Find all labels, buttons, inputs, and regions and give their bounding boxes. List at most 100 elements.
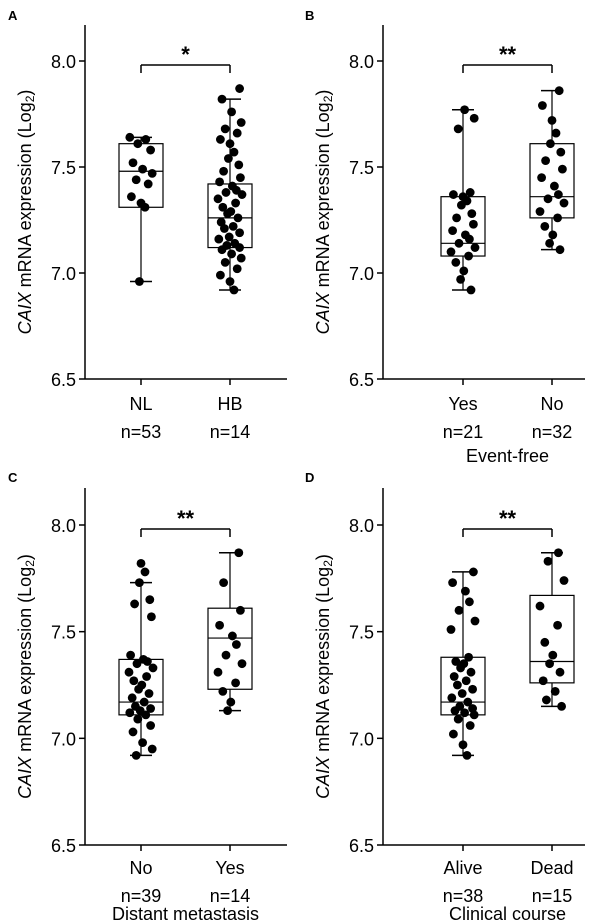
data-point <box>148 663 158 673</box>
data-point <box>233 213 243 223</box>
data-point <box>461 586 470 596</box>
data-point <box>141 710 151 720</box>
y-tick-label: 8.0 <box>51 516 76 536</box>
data-point <box>548 650 558 660</box>
data-point <box>147 744 157 754</box>
data-point <box>142 672 152 681</box>
data-point <box>229 285 239 295</box>
y-axis-label-gene: CAIX <box>15 291 35 334</box>
data-point <box>452 213 461 223</box>
y-tick-label: 7.5 <box>51 623 76 643</box>
data-point <box>545 659 554 669</box>
data-point <box>217 94 227 104</box>
data-point <box>538 101 547 110</box>
data-point <box>554 548 563 558</box>
data-point <box>229 147 239 157</box>
y-axis-label-text: mRNA expression (Log <box>313 567 333 757</box>
data-point <box>446 625 456 634</box>
data-point <box>545 238 554 248</box>
data-point <box>138 164 148 174</box>
panel-label: A <box>8 8 18 23</box>
significance-marker: ** <box>177 506 195 531</box>
data-point <box>470 243 480 252</box>
y-axis-label: CAIX mRNA expression (Log2) <box>15 90 37 335</box>
data-point <box>558 164 567 174</box>
panel-d: D CAIX mRNA expression (Log2) 6.5 7.0 7.5 8.0… <box>305 470 585 924</box>
data-point <box>457 689 467 698</box>
data-point <box>140 202 150 212</box>
y-axis-label-text: mRNA expression (Log <box>15 102 35 292</box>
data-point <box>131 751 141 760</box>
x-tick-label: Alive <box>443 858 482 878</box>
n-label: n=14 <box>210 422 251 442</box>
data-point <box>147 612 156 622</box>
y-tick-label: 8.0 <box>51 52 76 72</box>
x-tick-label: NL <box>129 394 152 414</box>
data-point <box>214 234 224 244</box>
n-label: n=15 <box>532 886 573 906</box>
data-point <box>453 714 463 724</box>
data-point <box>454 238 464 248</box>
data-point <box>216 270 225 280</box>
data-point <box>462 751 472 760</box>
data-point <box>461 676 471 686</box>
data-point <box>213 194 223 204</box>
x-axis-label: Distant metastasis <box>112 904 259 924</box>
data-point <box>236 253 246 263</box>
data-point <box>231 198 241 208</box>
y-axis-label: CAIX mRNA expression (Log2) <box>15 554 37 799</box>
data-point <box>465 234 474 244</box>
y-axis-label: CAIX mRNA expression (Log2) <box>313 90 335 335</box>
data-point <box>232 264 242 274</box>
data-point <box>227 107 237 117</box>
y-axis-label-close: ) <box>313 90 333 96</box>
data-point <box>236 173 245 183</box>
data-point <box>236 605 245 615</box>
data-point <box>138 738 148 747</box>
data-point <box>217 245 227 255</box>
y-axis-label-text: mRNA expression (Log <box>15 567 35 757</box>
data-point <box>147 168 157 178</box>
data-point <box>540 221 550 231</box>
n-label: n=38 <box>443 886 484 906</box>
significance-marker: ** <box>499 506 517 531</box>
y-axis-label-text: mRNA expression (Log <box>313 102 333 292</box>
y-tick-label: 6.5 <box>349 836 374 856</box>
data-point <box>124 667 134 677</box>
data-point <box>143 657 152 666</box>
data-point <box>215 620 225 630</box>
y-axis-label-subscript: 2 <box>23 560 37 567</box>
data-point <box>224 232 234 242</box>
x-tick-label: HB <box>217 394 242 414</box>
data-point <box>235 84 245 93</box>
y-tick-label: 7.5 <box>349 623 374 643</box>
significance-marker: ** <box>499 42 517 67</box>
y-axis-label-close: ) <box>15 554 35 560</box>
y-tick-label: 6.5 <box>349 370 374 390</box>
data-point <box>464 652 473 662</box>
data-point <box>225 277 235 286</box>
panel-a: A CAIX mRNA expression (Log2) 6.5 7.0 7.5 8.0… <box>8 8 287 442</box>
x-tick-label: Yes <box>215 858 244 878</box>
data-point <box>145 595 155 605</box>
panel-label: B <box>305 8 314 23</box>
y-tick-label: 7.0 <box>349 264 374 284</box>
data-point <box>456 274 465 284</box>
y-axis-label-subscript: 2 <box>23 95 37 102</box>
data-point <box>456 663 465 673</box>
data-point <box>555 667 565 677</box>
data-point <box>220 224 229 233</box>
data-point <box>555 245 565 255</box>
data-point <box>469 567 478 577</box>
data-point <box>128 158 138 168</box>
x-tick-label: Dead <box>530 858 573 878</box>
x-tick-label: No <box>129 858 152 878</box>
data-point <box>235 243 245 252</box>
box <box>529 594 575 684</box>
data-point <box>557 701 566 711</box>
y-tick-label: 7.0 <box>349 729 374 749</box>
data-point <box>131 175 141 185</box>
data-point <box>547 115 557 125</box>
data-point <box>453 124 463 134</box>
